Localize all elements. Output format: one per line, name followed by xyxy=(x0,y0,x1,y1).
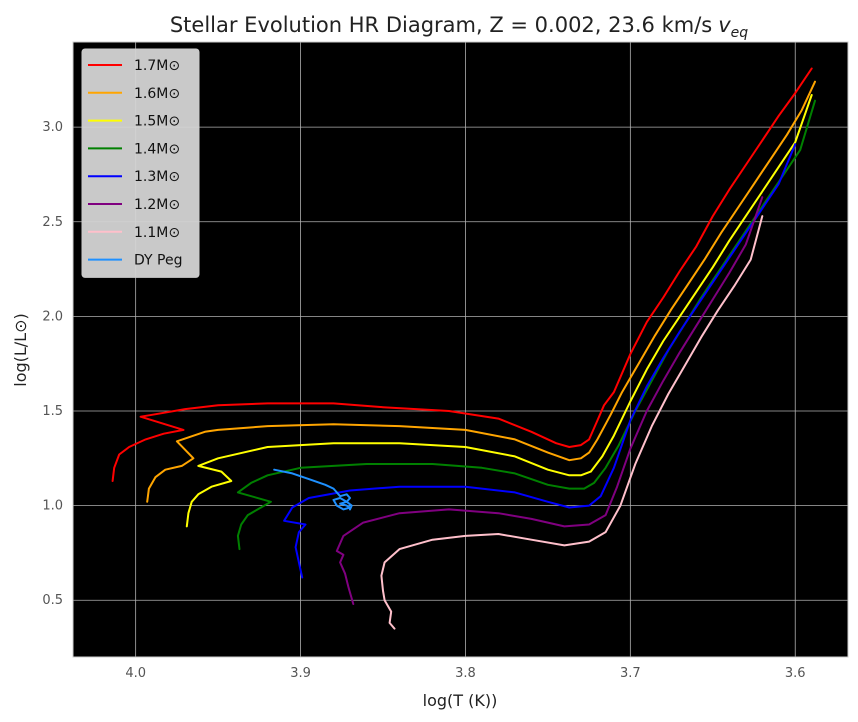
series-line-7 xyxy=(273,468,353,511)
series-line-5 xyxy=(335,196,764,605)
series-line-0 xyxy=(111,67,813,482)
y-tick-label: 3.0 xyxy=(42,120,63,135)
legend-box xyxy=(81,48,200,278)
x-tick-label: 3.7 xyxy=(620,666,641,681)
x-axis-label: log(T (K)) xyxy=(423,691,498,710)
x-tick-label: 4.0 xyxy=(125,666,146,681)
y-tick-label: 2.0 xyxy=(42,309,63,324)
y-tick-label: 1.5 xyxy=(42,404,63,419)
y-axis-label: log(L/L⊙) xyxy=(11,313,30,387)
y-axis-ticks: 0.5 1.0 1.5 2.0 2.5 3.0 xyxy=(42,120,63,608)
legend-label: 1.3M⊙ xyxy=(134,169,180,185)
legend-label: 1.4M⊙ xyxy=(134,141,180,157)
series-line-1 xyxy=(146,80,816,503)
legend-label: 1.1M⊙ xyxy=(134,225,180,241)
series-line-2 xyxy=(185,94,813,528)
y-tick-label: 1.0 xyxy=(42,499,63,514)
plot-area xyxy=(72,41,849,658)
legend-label: 1.5M⊙ xyxy=(134,114,180,130)
y-tick-label: 0.5 xyxy=(42,593,63,608)
series-line-6 xyxy=(380,215,764,630)
legend-label: 1.7M⊙ xyxy=(134,58,180,74)
legend-label: 1.6M⊙ xyxy=(134,86,180,102)
chart-title: Stellar Evolution HR Diagram, Z = 0.002,… xyxy=(170,13,748,41)
x-tick-label: 3.8 xyxy=(455,666,476,681)
legend: 1.7M⊙ 1.6M⊙ 1.5M⊙ 1.4M⊙ 1.3M⊙ 1.2M⊙ 1.1M⊙ DY Pe… xyxy=(81,48,200,278)
series-lines xyxy=(111,67,816,630)
series-line-4 xyxy=(283,143,797,579)
series-line-3 xyxy=(236,99,816,551)
legend-label: 1.2M⊙ xyxy=(134,197,180,213)
x-tick-label: 3.6 xyxy=(785,666,806,681)
x-tick-label: 3.9 xyxy=(290,666,311,681)
legend-label: DY Peg xyxy=(134,253,182,269)
y-tick-label: 2.5 xyxy=(42,215,63,230)
x-axis-ticks: 4.0 3.9 3.8 3.7 3.6 xyxy=(125,666,805,681)
